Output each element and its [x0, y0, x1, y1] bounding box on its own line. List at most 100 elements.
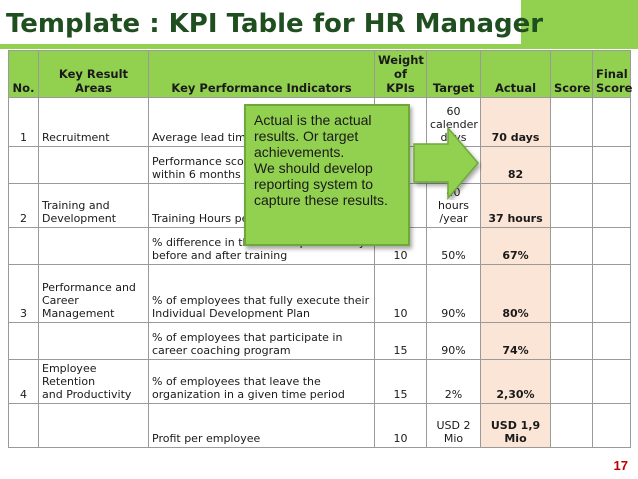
cell-actual: 74%: [480, 322, 551, 360]
column-header-kra: Key Result Areas: [38, 50, 149, 98]
cell-kra: Training and Development: [38, 183, 149, 228]
cell-kpi-line: Individual Development Plan: [152, 307, 311, 320]
cell-target: 2%: [426, 359, 481, 404]
callout-line: Actual is the actual: [254, 112, 372, 128]
cell-final-score: [592, 97, 631, 147]
cell-actual: 2,30%: [480, 359, 551, 404]
cell-no: 2: [8, 183, 39, 228]
cell-kpi-line: % of employees that leave the: [152, 375, 321, 388]
cell-target-line: 50%: [441, 249, 466, 262]
cell-kra-line: Recruitment: [42, 131, 110, 144]
cell-score: [550, 403, 593, 448]
cell-target: USD 2 Mio: [426, 403, 481, 448]
cell-actual: USD 1,9 Mio: [480, 403, 551, 448]
cell-kra: Employee Retention and Productivity: [38, 359, 149, 404]
cell-final-score: [592, 359, 631, 404]
page-number: 17: [613, 458, 628, 473]
cell-kpi-line: % of employees that participate in: [152, 331, 343, 344]
cell-kpi-line: career coaching program: [152, 344, 291, 357]
column-header-no: No.: [8, 50, 39, 98]
cell-kra: [38, 227, 149, 265]
callout-arrow-icon: [413, 126, 479, 200]
cell-final-score: [592, 227, 631, 265]
cell-kra: [38, 322, 149, 360]
table-row: Profit per employee 10 USD 2 Mio USD 1,9 Mio: [8, 403, 631, 448]
column-header-weight-line: Weight: [378, 53, 424, 67]
cell-target-line: /year: [439, 212, 468, 225]
slide-title: Template : KPI Table for HR Manager: [6, 9, 544, 39]
cell-weight: 10: [374, 264, 427, 323]
callout-line: capture these results.: [254, 192, 388, 208]
callout-line: achievements.: [254, 144, 345, 160]
callout-line: reporting system to: [254, 176, 374, 192]
column-header-target: Target: [426, 50, 481, 98]
cell-kpi-line: Performance score: [152, 155, 255, 168]
cell-target-line: calender: [430, 118, 478, 131]
cell-actual: 37 hours: [480, 183, 551, 228]
cell-score: [550, 97, 593, 147]
cell-kpi: % of employees that fully execute their I…: [148, 264, 375, 323]
cell-kpi: Profit per employee: [148, 403, 375, 448]
header-accent-block: [521, 0, 638, 44]
cell-target-line: 60: [446, 105, 461, 118]
cell-target-line: 90%: [441, 344, 466, 357]
column-header-final-line: Final: [596, 67, 628, 81]
cell-weight: 10: [374, 403, 427, 448]
cell-target: 50%: [426, 227, 481, 265]
cell-kpi: % of employees that participate in career…: [148, 322, 375, 360]
kpi-table: No. Key Result Areas Key Performance Ind…: [8, 50, 633, 448]
cell-actual: 70 days: [480, 97, 551, 147]
cell-kpi-line: organization in a given time period: [152, 388, 345, 401]
cell-kra-line: Development: [42, 212, 117, 225]
cell-kra-line: Management: [42, 307, 115, 320]
cell-kpi-line: Training Hours per: [152, 212, 253, 225]
cell-target-line: 90%: [441, 307, 466, 320]
cell-no: [8, 322, 39, 360]
cell-kpi-line: Average lead time: [152, 131, 253, 144]
column-header-weight: Weight of KPIs: [374, 50, 427, 98]
cell-no: [8, 146, 39, 184]
cell-target: 90%: [426, 264, 481, 323]
cell-target-line: USD 2: [436, 419, 471, 432]
cell-actual: 82: [480, 146, 551, 184]
cell-actual: 67%: [480, 227, 551, 265]
column-header-score: Score: [550, 50, 593, 98]
cell-kra: Recruitment: [38, 97, 149, 147]
cell-final-score: [592, 264, 631, 323]
cell-kra-line: Training and: [42, 199, 110, 212]
cell-kra-line: Career: [42, 294, 79, 307]
callout-line: We should develop: [254, 160, 373, 176]
cell-final-score: [592, 322, 631, 360]
table-header-row: No. Key Result Areas Key Performance Ind…: [8, 50, 633, 98]
column-header-final-line: Score: [596, 81, 633, 95]
cell-target-line: Mio: [443, 432, 464, 445]
callout-line: results. Or target: [254, 128, 359, 144]
cell-kra-line: Performance and: [42, 281, 136, 294]
cell-score: [550, 322, 593, 360]
cell-weight: 15: [374, 359, 427, 404]
cell-final-score: [592, 183, 631, 228]
cell-score: [550, 183, 593, 228]
cell-no: 4: [8, 359, 39, 404]
cell-final-score: [592, 403, 631, 448]
cell-kra-line: Employee Retention: [42, 362, 97, 388]
cell-kpi-line: within 6 months: [152, 168, 241, 181]
cell-no: 1: [8, 97, 39, 147]
cell-kra: Performance and Career Management: [38, 264, 149, 323]
cell-kra: [38, 403, 149, 448]
cell-score: [550, 146, 593, 184]
cell-score: [550, 359, 593, 404]
title-accent-band: [0, 44, 638, 49]
cell-kra-line: and Productivity: [42, 388, 132, 401]
cell-kpi-line: Profit per employee: [152, 432, 261, 445]
table-row: 3 Performance and Career Management% of emp…: [8, 264, 631, 323]
cell-target: 90%: [426, 322, 481, 360]
table-row: 4 Employee Retention and Productivity% of …: [8, 359, 631, 404]
cell-actual: 80%: [480, 264, 551, 323]
cell-weight: 15: [374, 322, 427, 360]
cell-target-line: 2%: [444, 388, 463, 401]
column-header-final-score: Final Score: [592, 50, 633, 98]
cell-no: 3: [8, 264, 39, 323]
column-header-kpi: Key Performance Indicators: [148, 50, 375, 98]
table-row: % of employees that participate in career…: [8, 322, 631, 360]
